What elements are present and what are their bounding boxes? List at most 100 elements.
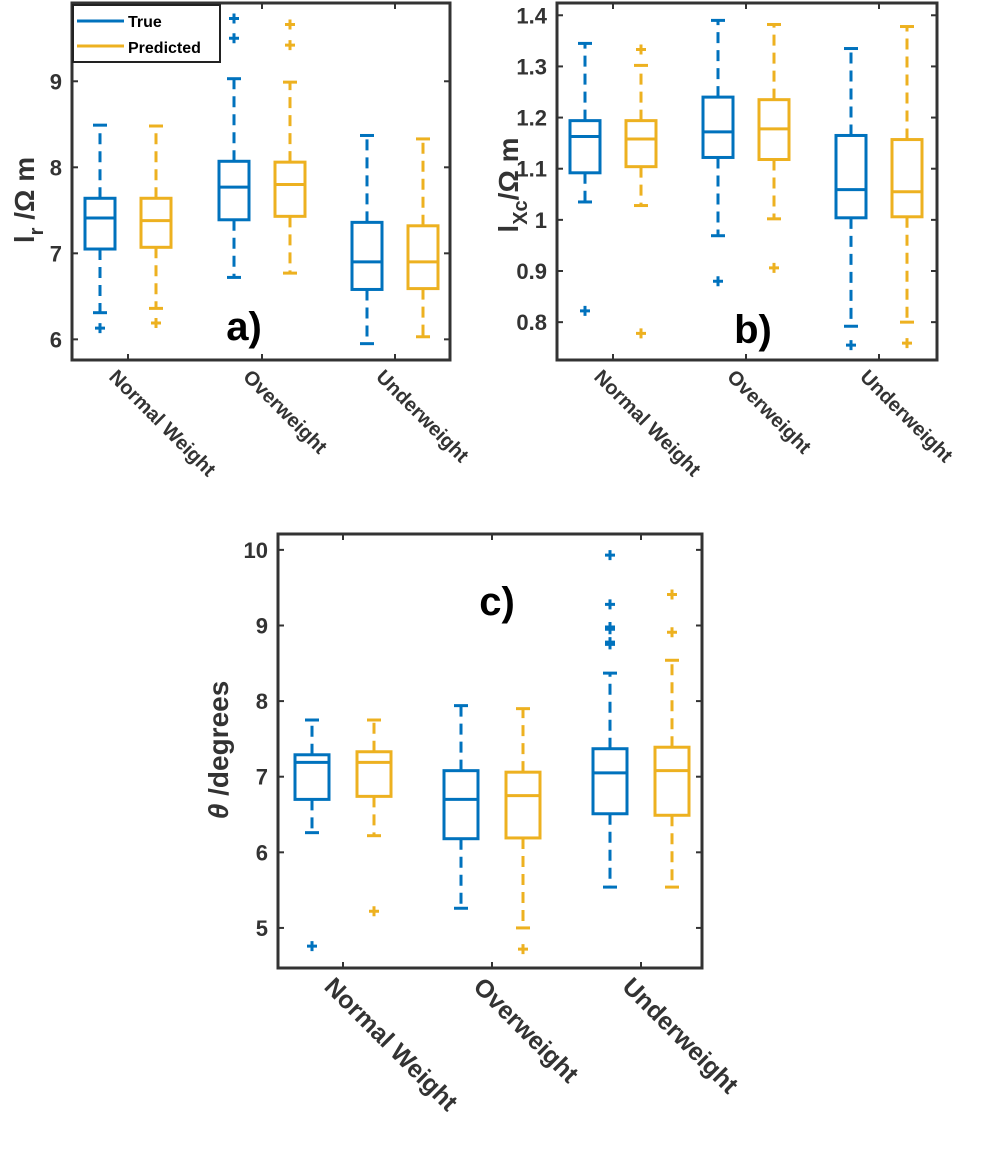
outlier-marker [151,318,161,329]
box-predicted [624,44,658,339]
x-tick-label: Normal Weight [589,366,704,481]
box-iqr [890,138,924,219]
box-predicted [890,25,924,349]
outlier-marker [229,13,239,24]
y-axis-label: lXc/Ω m [493,137,532,232]
y-tick-label: 0.9 [516,259,547,284]
outlier-marker [95,323,105,334]
box-iqr [591,747,629,816]
outlier-marker [580,305,590,316]
panel-label: b) [734,308,772,352]
box-predicted [355,718,393,917]
box-predicted [653,589,691,889]
box-predicted [757,22,791,273]
y-tick-label: 7 [50,241,62,266]
box-true [834,47,868,351]
box-iqr [701,95,735,159]
box-iqr [442,769,480,841]
panel-b: 0.8 0.9 1 1.1 1.2 1.3 1.4 Normal Weight Overweig… [493,1,957,481]
outlier-marker [285,40,295,51]
box-iqr [350,220,384,291]
axes-frame [555,1,939,362]
y-label-main: l [9,235,40,243]
box-true [591,550,629,889]
y-tick-label: 8 [256,689,268,714]
y-label-unit: /Ω m [9,157,40,228]
box-iqr [217,159,251,222]
y-tick-label: 1.3 [516,54,547,79]
y-label-subscript: Xc [510,200,532,224]
box-iqr [834,133,868,220]
outlier-marker [667,589,677,600]
y-axis-label: θ /degrees [203,681,234,820]
x-tick-label: Overweight [468,972,585,1089]
x-tick-label: Underweight [371,366,472,467]
legend-predicted-label: Predicted [128,40,201,57]
box-true [701,18,735,287]
outlier-marker [605,550,615,561]
panel-a: 6 7 8 9 Normal Weight Overweight Underweight lr… [9,1,473,481]
outlier-marker [518,944,528,955]
box-iqr [83,196,117,251]
y-tick-label: 6 [256,840,268,865]
box-iqr [504,770,542,840]
box-iqr [139,196,173,249]
box-iqr [355,750,393,798]
y-axis-label: lr /Ω m [9,157,48,243]
box-iqr [624,119,658,169]
box-iqr [568,119,602,175]
outlier-marker [769,262,779,273]
panel-label: c) [479,580,515,624]
x-tick-label: Overweight [238,366,331,459]
box-iqr [653,745,691,817]
y-label-main: l [493,225,524,233]
box-predicted [139,124,173,329]
box-true [568,41,602,316]
x-tick-label: Normal Weight [319,972,464,1117]
y-tick-label: 0.8 [516,310,547,335]
box-predicted [504,707,542,955]
x-tick-label: Underweight [855,366,956,467]
y-tick-label: 1.1 [516,157,547,182]
y-tick-label: 1.4 [516,3,547,28]
outlier-marker [307,941,317,952]
legend-true-label: True [128,14,162,31]
outlier-marker [229,33,239,44]
y-label-main: θ [203,803,234,819]
outlier-marker [902,338,912,349]
box-true [217,13,251,279]
box-true [83,123,117,334]
box-predicted [406,137,440,339]
box-iqr [406,224,440,291]
x-tick-label: Normal Weight [104,366,219,481]
y-tick-label: 10 [244,538,268,563]
y-tick-label: 1 [535,208,547,233]
outlier-marker [605,622,615,632]
x-tick-label: Overweight [722,366,815,459]
box-true [350,133,384,346]
y-tick-label: 9 [50,69,62,94]
outlier-marker [285,19,295,30]
panel-c: 5 6 7 8 9 10 Normal Weight Overweight Underweigh… [203,532,744,1117]
box-true [442,704,480,910]
outlier-marker [605,599,615,610]
outlier-marker [605,637,615,648]
y-label-unit: /degrees [203,681,234,804]
box-predicted [273,19,307,275]
axes-frame [276,532,704,970]
box-true [293,718,331,952]
outlier-marker [636,328,646,339]
y-tick-label: 9 [256,613,268,638]
outlier-marker [369,906,379,917]
outlier-marker [636,44,646,55]
legend: True Predicted [72,4,221,63]
outlier-marker [846,340,856,351]
y-label-subscript: r [26,227,48,235]
outlier-marker [667,627,677,638]
panel-label: a) [226,305,262,349]
y-tick-label: 8 [50,155,62,180]
y-tick-label: 1.2 [516,106,547,131]
x-tick-label: Underweight [617,972,744,1099]
y-label-unit: /Ω m [493,137,524,200]
